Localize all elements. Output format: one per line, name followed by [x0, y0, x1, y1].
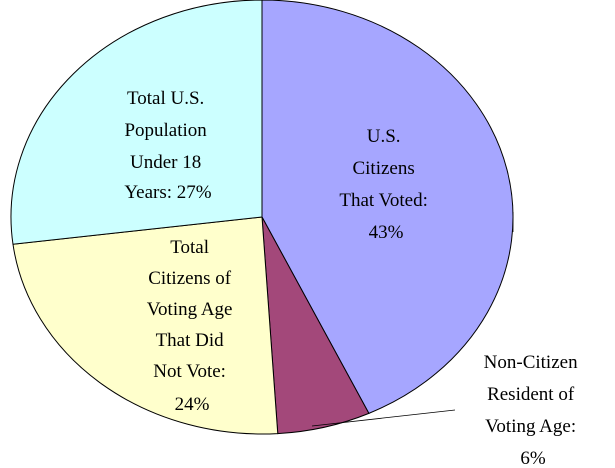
leader-line-non-citizen: [311, 409, 456, 427]
label-did-not-vote: Total Citizens of Voting Age That Did No…: [147, 237, 237, 415]
label-under-18: Total U.S. Population Under 18 Years: 27…: [124, 88, 211, 203]
slice-labels: U.S. Citizens That Voted: 43% Non-Citize…: [124, 88, 583, 468]
label-voted: U.S. Citizens That Voted: 43%: [339, 126, 432, 243]
pie-slices: [10, 0, 514, 435]
slice-under-18: [10, 0, 263, 245]
label-non-citizen: Non-Citizen Resident of Voting Age: 6%: [484, 352, 583, 468]
slice-voted: [261, 0, 514, 414]
slice-did-not-vote: [12, 216, 279, 435]
